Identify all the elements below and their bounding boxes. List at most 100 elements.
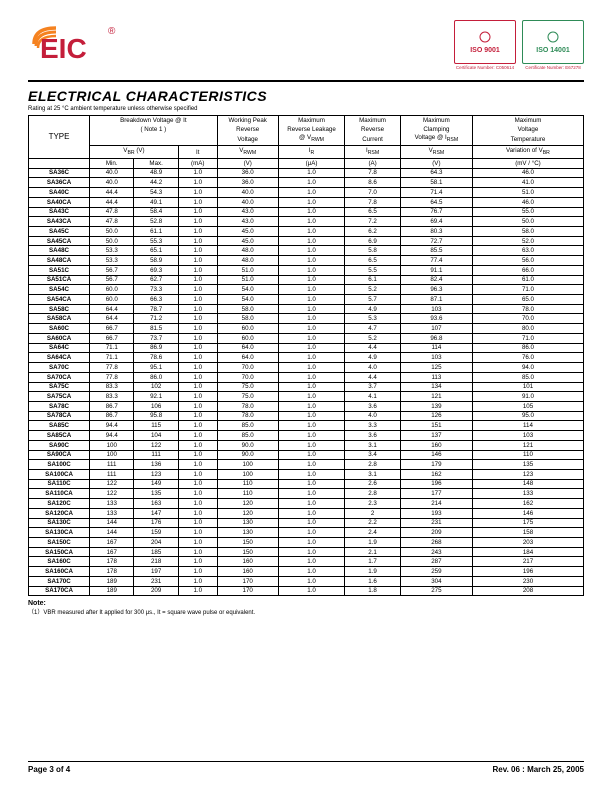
data-cell: 47.8 — [90, 207, 134, 217]
data-cell: 1.0 — [278, 528, 345, 538]
data-cell: 73.3 — [134, 285, 178, 295]
data-cell: 76.7 — [400, 207, 472, 217]
data-cell: 40.0 — [90, 168, 134, 178]
data-cell: 151 — [400, 421, 472, 431]
table-row: SA85CA94.41041.085.01.03.6137103 — [29, 431, 584, 441]
type-cell: SA48CA — [29, 256, 90, 266]
data-cell: 95.1 — [134, 363, 178, 373]
data-cell: 122 — [90, 489, 134, 499]
data-cell: 114 — [400, 343, 472, 353]
data-cell: 52.0 — [472, 236, 583, 246]
characteristics-table: TYPE Breakdown Voltage @ It Working Peak… — [28, 115, 584, 596]
th-it: It — [178, 146, 217, 159]
data-cell: 55.3 — [134, 236, 178, 246]
type-cell: SA54CA — [29, 295, 90, 305]
notes: Note: （1）VBR measured after It applied f… — [28, 600, 584, 616]
data-cell: 1.0 — [278, 324, 345, 334]
data-cell: 120 — [217, 499, 278, 509]
data-cell: 1.0 — [178, 304, 217, 314]
data-cell: 113 — [400, 372, 472, 382]
data-cell: 203 — [472, 538, 583, 548]
data-cell: 102 — [134, 382, 178, 392]
certification-badges: ISO 9001 Certificate Number: C050614 ISO… — [454, 20, 584, 70]
data-cell: 51.0 — [217, 265, 278, 275]
data-cell: 66.7 — [90, 324, 134, 334]
table-row: SA130CA1441591.01301.02.4209158 — [29, 528, 584, 538]
data-cell: 70.0 — [217, 363, 278, 373]
data-cell: 2.8 — [345, 460, 401, 470]
data-cell: 1.0 — [178, 392, 217, 402]
data-cell: 87.1 — [400, 295, 472, 305]
data-cell: 94.0 — [472, 363, 583, 373]
data-cell: 122 — [134, 440, 178, 450]
data-cell: 135 — [472, 460, 583, 470]
data-cell: 75.0 — [217, 392, 278, 402]
data-cell: 85.5 — [400, 246, 472, 256]
data-cell: 40.0 — [90, 178, 134, 188]
data-cell: 1.0 — [178, 353, 217, 363]
data-cell: 123 — [472, 469, 583, 479]
data-cell: 1.0 — [278, 265, 345, 275]
data-cell: 80.3 — [400, 227, 472, 237]
type-cell: SA170CA — [29, 586, 90, 596]
data-cell: 1.0 — [278, 236, 345, 246]
type-cell: SA90C — [29, 440, 90, 450]
data-cell: 1.0 — [178, 586, 217, 596]
data-cell: 162 — [400, 469, 472, 479]
data-cell: 1.0 — [278, 304, 345, 314]
th-ua: (A) — [345, 158, 401, 168]
data-cell: 78.7 — [134, 304, 178, 314]
data-cell: 82.4 — [400, 275, 472, 285]
data-cell: 5.5 — [345, 265, 401, 275]
th-type: TYPE — [29, 116, 90, 159]
data-cell: 111 — [90, 460, 134, 470]
data-cell: 53.3 — [90, 246, 134, 256]
data-cell: 146 — [472, 508, 583, 518]
data-cell: 133 — [90, 508, 134, 518]
data-cell: 8.6 — [345, 178, 401, 188]
data-cell: 3.1 — [345, 469, 401, 479]
data-cell: 1.0 — [178, 411, 217, 421]
data-cell: 69.4 — [400, 217, 472, 227]
data-cell: 1.0 — [178, 188, 217, 198]
data-cell: 1.0 — [178, 557, 217, 567]
data-cell: 1.0 — [278, 450, 345, 460]
data-cell: 40.0 — [217, 197, 278, 207]
data-cell: 60.0 — [217, 333, 278, 343]
data-cell: 1.0 — [178, 372, 217, 382]
data-cell: 120 — [217, 508, 278, 518]
data-cell: 1.0 — [278, 353, 345, 363]
data-cell: 50.0 — [472, 217, 583, 227]
th-mrc2: Reverse — [345, 125, 401, 134]
type-cell: SA78CA — [29, 411, 90, 421]
data-cell: 4.9 — [345, 304, 401, 314]
data-cell: 60.0 — [90, 285, 134, 295]
data-cell: 65.1 — [134, 246, 178, 256]
th-min: Min. — [90, 158, 134, 168]
data-cell: 110 — [217, 489, 278, 499]
data-cell: 3.6 — [345, 431, 401, 441]
data-cell: 41.0 — [472, 178, 583, 188]
type-cell: SA58CA — [29, 314, 90, 324]
table-row: SA36CA40.044.21.036.01.08.658.141.0 — [29, 178, 584, 188]
data-cell: 85.0 — [217, 431, 278, 441]
data-cell: 53.3 — [90, 256, 134, 266]
data-cell: 78.0 — [217, 411, 278, 421]
data-cell: 78.6 — [134, 353, 178, 363]
data-cell: 6.1 — [345, 275, 401, 285]
data-cell: 62.7 — [134, 275, 178, 285]
data-cell: 58.9 — [134, 256, 178, 266]
data-cell: 47.8 — [90, 217, 134, 227]
data-cell: 1.0 — [178, 421, 217, 431]
svg-text:EIC: EIC — [40, 33, 87, 64]
data-cell: 196 — [472, 567, 583, 577]
data-cell: 49.1 — [134, 197, 178, 207]
table-row: SA43C47.858.41.043.01.06.576.755.0 — [29, 207, 584, 217]
data-cell: 7.0 — [345, 188, 401, 198]
data-cell: 1.0 — [178, 489, 217, 499]
table-row: SA70CA77.886.01.070.01.04.411385.0 — [29, 372, 584, 382]
data-cell: 1.0 — [178, 547, 217, 557]
th-mvt2: Voltage — [472, 125, 583, 134]
data-cell: 144 — [90, 528, 134, 538]
type-cell: SA160CA — [29, 567, 90, 577]
